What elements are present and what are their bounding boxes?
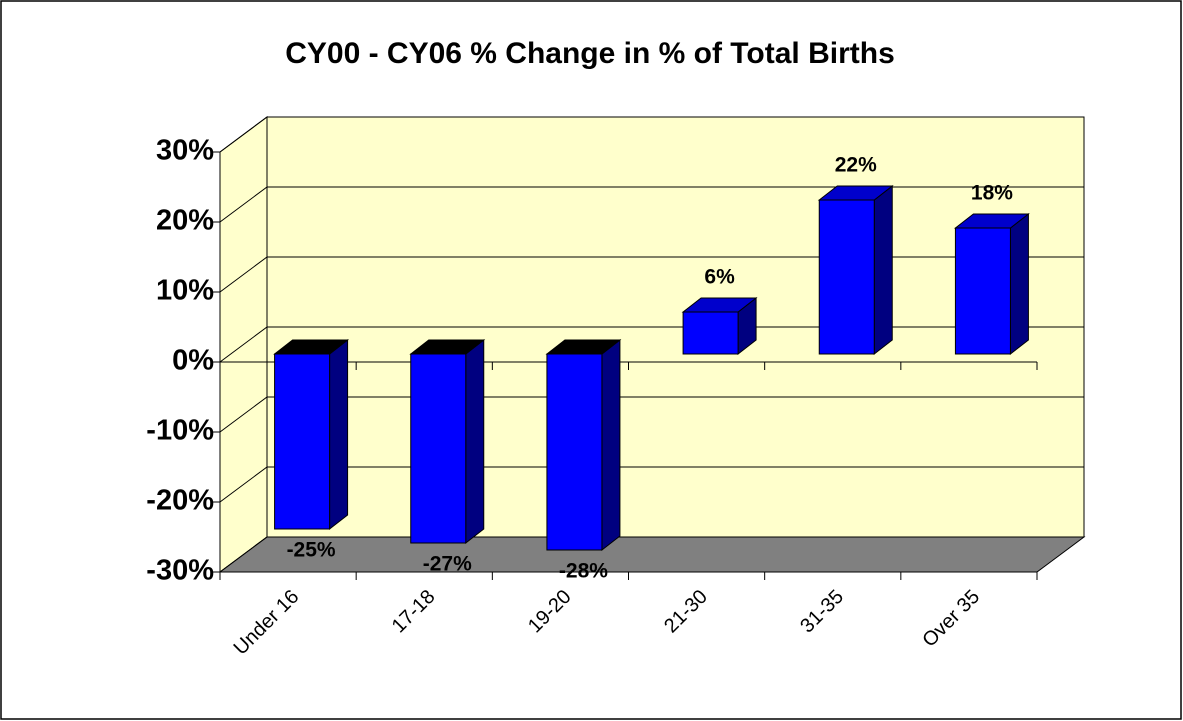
bar	[818, 199, 875, 355]
grid-line	[219, 326, 1084, 363]
grid-line	[219, 186, 1084, 223]
bar-side	[329, 338, 349, 531]
bar	[682, 311, 739, 355]
value-label: -25%	[287, 539, 336, 562]
bar-side	[1009, 212, 1029, 356]
bar	[954, 227, 1011, 355]
value-label: 18%	[971, 182, 1013, 205]
value-label: -27%	[423, 553, 472, 576]
grid-line	[219, 536, 1084, 573]
y-tick-label: -20%	[146, 485, 214, 517]
grid-line	[219, 256, 1084, 293]
bar	[410, 353, 467, 544]
y-tick-label: 20%	[156, 205, 214, 237]
value-label: -28%	[559, 560, 608, 583]
value-label: 22%	[835, 154, 877, 177]
bar	[546, 353, 603, 551]
grid-line	[219, 396, 1084, 433]
y-tick-label: -10%	[146, 415, 214, 447]
y-tick-label: 0%	[172, 345, 214, 377]
value-label: 6%	[704, 266, 735, 289]
floor	[218, 536, 1086, 573]
grid-line	[219, 466, 1084, 503]
bar-side	[465, 338, 485, 545]
bar	[274, 353, 331, 530]
chart-title: CY00 - CY06 % Change in % of Total Birth…	[285, 37, 895, 70]
y-tick-label: -30%	[146, 555, 214, 587]
y-tick-label: 10%	[156, 275, 214, 307]
y-tick-label: 30%	[156, 135, 214, 167]
grid-line	[219, 116, 1084, 153]
bar-side	[601, 338, 621, 552]
bar-side	[873, 184, 893, 356]
